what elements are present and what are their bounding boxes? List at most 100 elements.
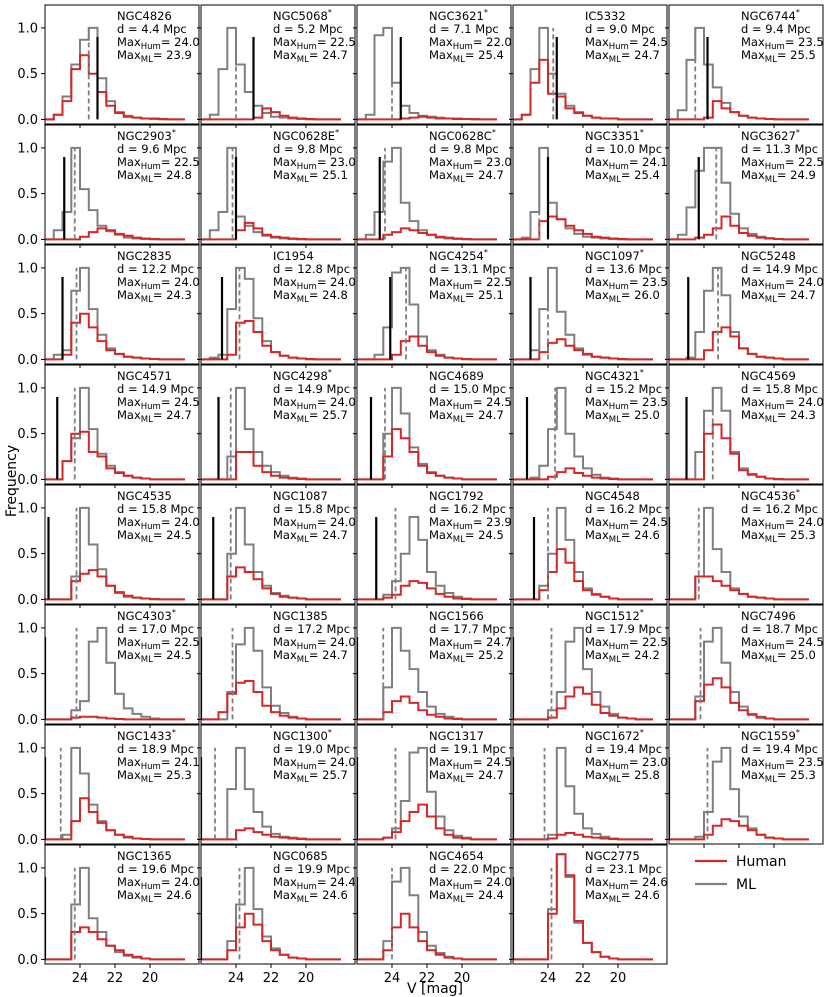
max-value: = 24.6 bbox=[153, 888, 192, 902]
y-tick-label: 0.5 bbox=[17, 67, 38, 82]
plot-area bbox=[357, 386, 497, 481]
max-value: = 25.8 bbox=[621, 768, 660, 782]
galaxy-name: NGC0685 bbox=[273, 849, 328, 863]
max-value: = 22.5 bbox=[473, 275, 512, 289]
max-hum: MaxHum= 24.0 bbox=[741, 515, 824, 532]
distance-prefix: d = bbox=[429, 142, 453, 156]
panel-frame bbox=[200, 604, 356, 725]
distance-value: 19.9 bbox=[297, 862, 323, 876]
star-mark: * bbox=[492, 128, 496, 137]
max-value: = 24.0 bbox=[317, 755, 356, 769]
max-hum: MaxHum= 24.4 bbox=[273, 875, 356, 892]
panel-frame bbox=[356, 4, 512, 125]
distance-value: 19.4 bbox=[765, 742, 791, 756]
max-label: Max bbox=[429, 275, 453, 289]
max-value: = 24.7 bbox=[465, 768, 504, 782]
max-ml: MaxML= 24.7 bbox=[117, 408, 192, 425]
distance: d = 9.6 Mpc bbox=[117, 142, 187, 156]
max-label: Max bbox=[741, 155, 765, 169]
max-subscript: ML bbox=[609, 55, 621, 65]
max-label: Max bbox=[585, 635, 609, 649]
distance-unit: Mpc bbox=[323, 382, 350, 396]
distance-unit: Mpc bbox=[635, 862, 662, 876]
distance-prefix: d = bbox=[273, 862, 297, 876]
y-tick-label: 0.0 bbox=[17, 833, 38, 848]
legend-ml-label: ML bbox=[736, 877, 756, 893]
max-label: Max bbox=[429, 155, 453, 169]
plot-area bbox=[513, 853, 653, 961]
distance-value: 19.4 bbox=[609, 742, 635, 756]
max-hum: MaxHum= 23.5 bbox=[585, 275, 668, 292]
panel-frame bbox=[44, 844, 200, 965]
max-hum: MaxHum= 24.0 bbox=[273, 755, 356, 772]
panel-frame bbox=[200, 844, 356, 965]
max-value: = 23.5 bbox=[785, 755, 824, 769]
human-histogram bbox=[357, 227, 497, 241]
galaxy-name: NGC1566 bbox=[429, 609, 484, 623]
max-value: = 24.4 bbox=[317, 875, 356, 889]
x-tick-label: 22 bbox=[575, 971, 592, 986]
max-hum: MaxHum= 24.0 bbox=[741, 275, 824, 292]
human-histogram bbox=[45, 715, 185, 721]
star-mark: * bbox=[640, 608, 644, 617]
max-value: = 23.9 bbox=[473, 515, 512, 529]
plot-area bbox=[357, 507, 497, 601]
max-label: Max bbox=[429, 395, 453, 409]
y-tick-label: 0.0 bbox=[17, 233, 38, 248]
x-tick-label: 24 bbox=[384, 971, 401, 986]
max-subscript: ML bbox=[141, 775, 153, 785]
human-histogram bbox=[201, 566, 341, 601]
galaxy-id: NGC4298 bbox=[273, 369, 328, 383]
max-subscript: ML bbox=[141, 55, 153, 65]
human-histogram bbox=[669, 326, 809, 361]
distance-value: 12.2 bbox=[141, 262, 167, 276]
star-mark: * bbox=[328, 368, 332, 377]
max-label: Max bbox=[741, 408, 765, 422]
human-histogram bbox=[357, 803, 497, 841]
max-value: = 22.5 bbox=[629, 635, 668, 649]
max-hum: MaxHum= 23.0 bbox=[273, 155, 356, 172]
max-hum: MaxHum= 22.5 bbox=[585, 635, 668, 652]
x-tick-label: 22 bbox=[419, 971, 436, 986]
distance-value: 17.0 bbox=[141, 622, 167, 636]
galaxy-id: NGC4654 bbox=[429, 849, 484, 863]
max-subscript: ML bbox=[765, 775, 777, 785]
max-ml: MaxML= 25.4 bbox=[429, 48, 504, 65]
max-label: Max bbox=[741, 288, 765, 302]
galaxy-name: NGC0628E* bbox=[273, 128, 339, 143]
galaxy-name: NGC4569 bbox=[741, 369, 796, 383]
plot-area bbox=[45, 146, 185, 241]
max-value: = 26.0 bbox=[621, 288, 660, 302]
max-hum: MaxHum= 24.5 bbox=[585, 35, 668, 52]
max-label: Max bbox=[273, 755, 297, 769]
panel-frame bbox=[512, 604, 668, 725]
y-tick-label: 0.5 bbox=[17, 667, 38, 682]
distance-prefix: d = bbox=[273, 382, 297, 396]
distance-value: 15.8 bbox=[765, 382, 791, 396]
y-tick-label: 0.5 bbox=[17, 187, 38, 202]
max-subscript: Hum bbox=[297, 282, 317, 292]
panel-frame bbox=[44, 364, 200, 485]
human-histogram bbox=[669, 423, 809, 481]
max-label: Max bbox=[741, 275, 765, 289]
max-subscript: Hum bbox=[453, 882, 473, 892]
distance-prefix: d = bbox=[273, 622, 297, 636]
galaxy-id: NGC4303 bbox=[117, 609, 172, 623]
max-subscript: Hum bbox=[297, 42, 317, 52]
galaxy-id: NGC3621 bbox=[429, 9, 484, 23]
max-label: Max bbox=[117, 168, 141, 182]
galaxy-id: NGC4321 bbox=[585, 369, 640, 383]
distance: d = 14.9 Mpc bbox=[117, 382, 194, 396]
max-value: = 24.3 bbox=[777, 408, 816, 422]
human-histogram bbox=[513, 832, 653, 841]
max-label: Max bbox=[585, 155, 609, 169]
human-histogram bbox=[513, 215, 653, 241]
max-ml: MaxML= 25.7 bbox=[273, 768, 348, 785]
x-tick-label: 24 bbox=[540, 971, 557, 986]
galaxy-name: NGC1365 bbox=[117, 849, 172, 863]
